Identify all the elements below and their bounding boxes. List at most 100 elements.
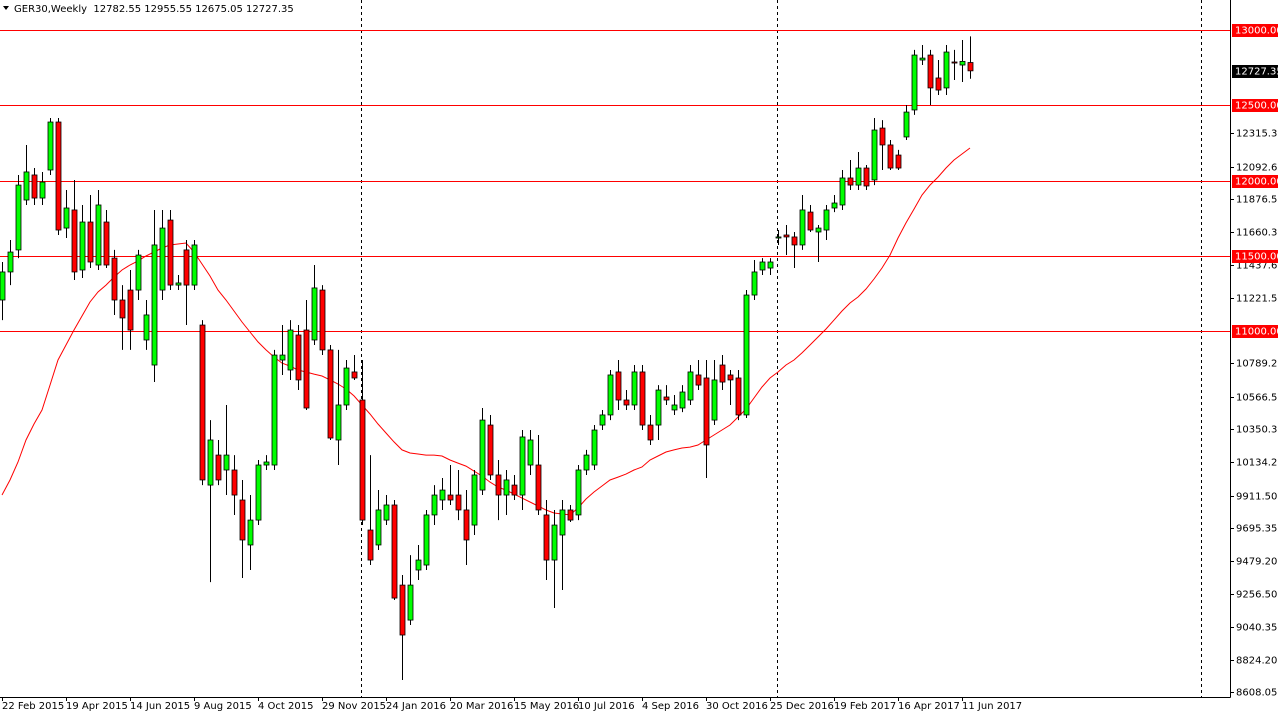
candle-body xyxy=(543,514,550,561)
candle-body xyxy=(895,154,902,169)
candle-body xyxy=(487,424,494,476)
candle-body xyxy=(343,367,350,406)
candle-body xyxy=(55,121,62,231)
candle-body xyxy=(463,509,470,541)
x-tick-label: 20 Mar 2016 xyxy=(450,701,513,712)
candle-body xyxy=(623,399,630,406)
candle-body xyxy=(615,371,622,401)
level-label-box xyxy=(1232,24,1278,37)
candle-body xyxy=(15,184,22,251)
candle-body xyxy=(63,207,70,229)
candle-body xyxy=(23,171,30,201)
candle-body xyxy=(127,289,134,331)
candle-body xyxy=(431,494,438,516)
x-tick-label: 25 Dec 2016 xyxy=(770,701,834,712)
candle-body xyxy=(111,257,118,301)
candle-body xyxy=(647,424,654,441)
y-tick-label: 11221.50 xyxy=(1236,294,1278,305)
candle-body xyxy=(399,584,406,636)
candle-body xyxy=(39,181,46,199)
candle-body xyxy=(143,314,150,341)
candle-body xyxy=(215,454,222,481)
candle-body xyxy=(183,249,190,286)
menu-arrow xyxy=(3,6,9,10)
candle-body xyxy=(7,251,14,273)
y-tick-label: 10350.35 xyxy=(1236,425,1278,436)
level-label-box xyxy=(1232,175,1278,188)
candle-body xyxy=(919,57,926,61)
candle-body xyxy=(191,244,198,286)
candle-body xyxy=(311,287,318,341)
candle-body xyxy=(495,474,502,496)
candle-body xyxy=(535,464,542,511)
candle-body xyxy=(47,121,54,171)
candle-body xyxy=(599,414,606,426)
candle-body xyxy=(927,54,934,89)
candle-body xyxy=(151,244,158,366)
candle-body xyxy=(711,379,718,421)
candle-body xyxy=(935,77,942,91)
candle-body xyxy=(287,329,294,371)
y-tick-label: 9040.35 xyxy=(1236,623,1277,634)
candle-body xyxy=(863,167,870,187)
candle-body xyxy=(383,504,390,521)
y-tick-label: 11876.50 xyxy=(1236,195,1278,206)
candle-body xyxy=(559,509,566,536)
candle-body xyxy=(175,282,182,286)
candle-body xyxy=(527,439,534,466)
candle-body xyxy=(87,221,94,263)
candle-body xyxy=(959,60,966,66)
candle-body xyxy=(103,221,110,266)
y-tick-label: 12315.35 xyxy=(1236,129,1278,140)
candle-body xyxy=(95,204,102,266)
candle-body xyxy=(791,236,798,246)
candle-body xyxy=(159,227,166,291)
level-label: 12000.00 xyxy=(1235,177,1278,188)
candle-body xyxy=(855,167,862,186)
candle-body xyxy=(511,484,518,496)
x-tick-label: 22 Feb 2015 xyxy=(2,701,64,712)
y-tick-label: 9256.50 xyxy=(1236,590,1277,601)
price-label-box xyxy=(1232,65,1278,78)
candle-body xyxy=(799,209,806,246)
x-tick-label: 15 May 2016 xyxy=(514,701,579,712)
candle-body xyxy=(327,349,334,439)
candle-body xyxy=(263,461,270,466)
candle-body xyxy=(367,529,374,561)
candle-body xyxy=(775,236,782,239)
x-tick-label: 4 Oct 2015 xyxy=(258,701,313,712)
chart-title: GER30,Weekly 12782.55 12955.55 12675.05 … xyxy=(14,4,294,15)
candle-body xyxy=(575,469,582,516)
axes: 12315.35 12092.65 11876.50 11660.35 11437.65… xyxy=(2,24,1278,712)
y-tick-label: 11660.35 xyxy=(1236,228,1278,239)
candle-body xyxy=(719,364,726,383)
x-tick-label: 19 Apr 2015 xyxy=(66,701,128,712)
candles xyxy=(0,36,974,680)
candle-body xyxy=(199,324,206,481)
candle-body xyxy=(903,111,910,138)
y-tick-label: 12092.65 xyxy=(1236,163,1278,174)
candle-body xyxy=(743,294,750,416)
candle-body xyxy=(303,329,310,409)
candle-body xyxy=(479,419,486,491)
y-tick-label: 9911.50 xyxy=(1236,492,1277,503)
candle-body xyxy=(591,429,598,466)
candle-body xyxy=(831,202,838,209)
x-tick-label: 29 Nov 2015 xyxy=(322,701,386,712)
candle-body xyxy=(943,51,950,89)
candle-body xyxy=(0,271,6,301)
candle-body xyxy=(783,234,790,238)
y-tick-label: 11437.65 xyxy=(1236,261,1278,272)
candle-body xyxy=(335,404,342,441)
candle-body xyxy=(231,469,238,496)
y-tick-label: 9695.35 xyxy=(1236,524,1277,535)
y-tick-label: 10789.20 xyxy=(1236,359,1278,370)
candle-body xyxy=(847,177,854,186)
candle-body xyxy=(671,404,678,411)
candle-body xyxy=(135,254,142,291)
candle-body xyxy=(319,289,326,351)
x-tick-label: 16 Apr 2017 xyxy=(898,701,960,712)
candle-body xyxy=(663,396,670,401)
candle-body xyxy=(727,374,734,381)
